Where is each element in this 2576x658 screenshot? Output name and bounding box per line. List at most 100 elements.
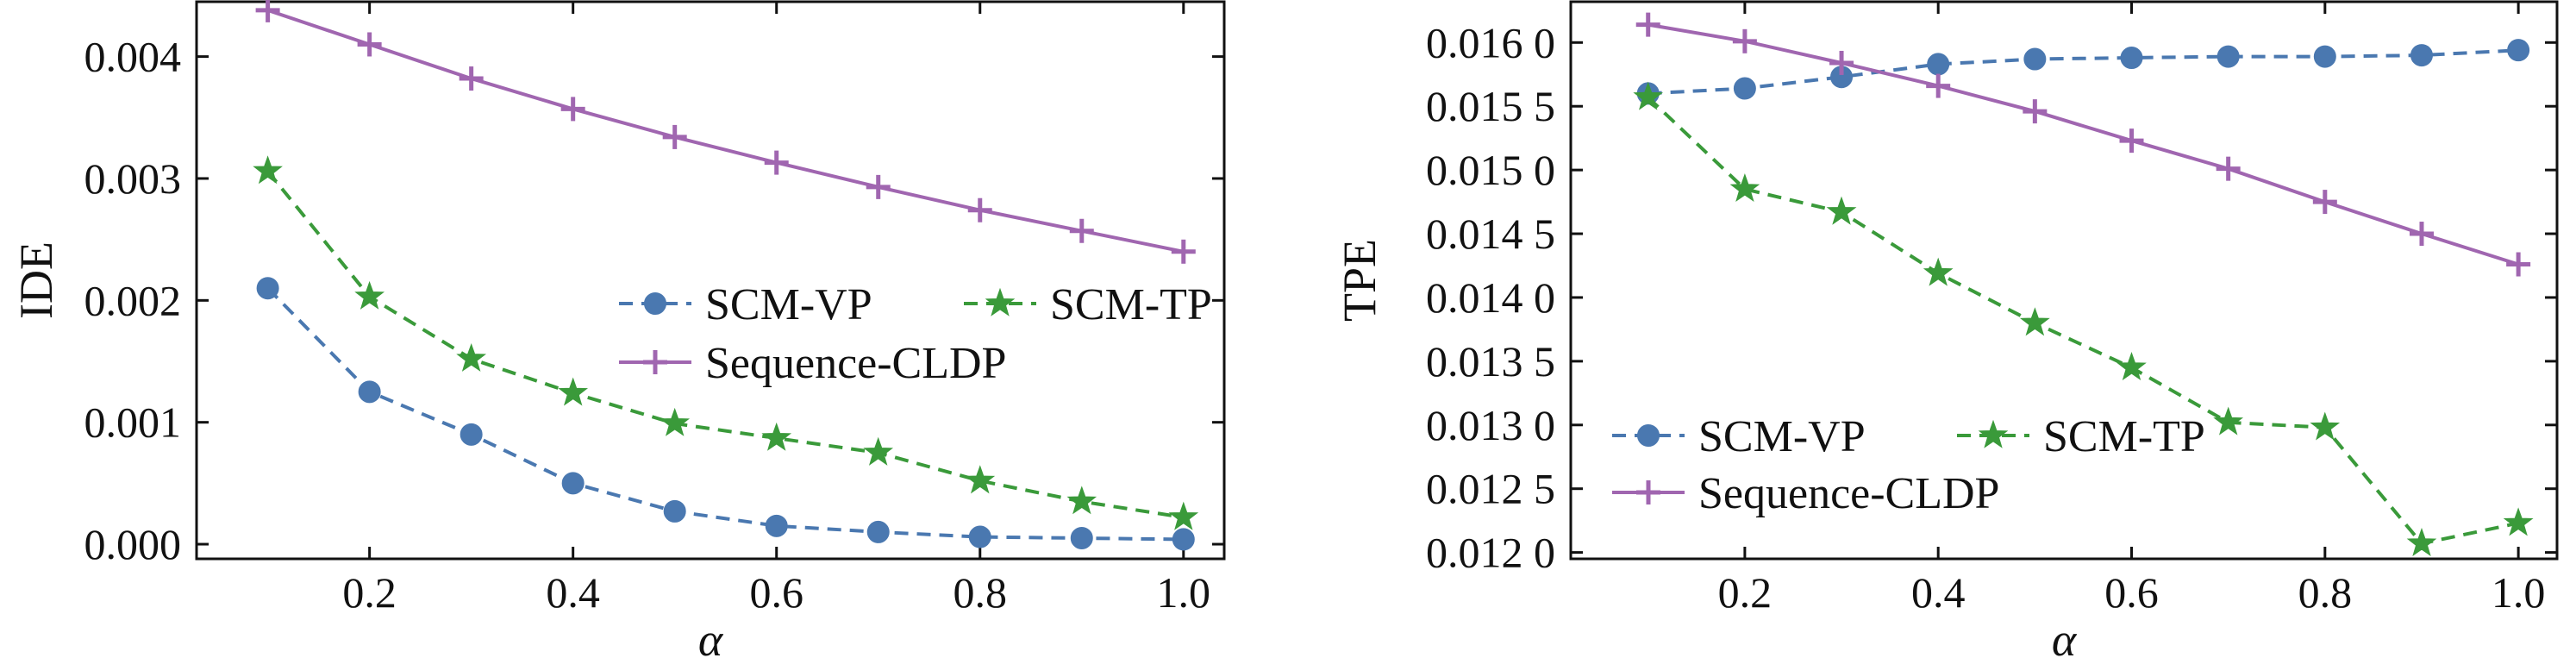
legend-marker bbox=[1978, 419, 2009, 448]
y-tick-label: 0.012 0 bbox=[1426, 529, 1555, 577]
data-point-scm-tp bbox=[2116, 352, 2147, 380]
data-point-scm-tp bbox=[863, 436, 894, 466]
y-tick-label: 0.004 bbox=[84, 33, 182, 81]
legend: SCM-VP SCM-TP Sequence-CLDP bbox=[619, 280, 1212, 388]
y-tick-label: 0.015 5 bbox=[1426, 82, 1555, 130]
data-point-sequence-cldp bbox=[2506, 252, 2531, 277]
data-point-scm-tp bbox=[761, 422, 792, 451]
data-point-sequence-cldp bbox=[560, 97, 585, 122]
data-point-sequence-cldp bbox=[967, 197, 992, 222]
data-point-scm-vp bbox=[1070, 526, 1093, 549]
data-point-sequence-cldp bbox=[2409, 222, 2434, 247]
data-point-scm-vp bbox=[968, 525, 991, 548]
data-point-scm-tp bbox=[660, 407, 691, 436]
data-point-scm-tp bbox=[1633, 81, 1664, 110]
legend-label: SCM-VP bbox=[1698, 412, 1866, 461]
legend: SCM-VP SCM-TP Sequence-CLDP bbox=[1612, 412, 2205, 518]
data-point-scm-tp bbox=[2019, 307, 2050, 336]
data-point-scm-vp bbox=[358, 380, 381, 404]
legend-label: SCM-VP bbox=[705, 280, 872, 329]
data-point-scm-vp bbox=[2216, 45, 2240, 68]
y-tick-label: 0.014 0 bbox=[1426, 273, 1555, 322]
y-axis-title: IDE bbox=[10, 241, 62, 319]
y-tick-label: 0.016 0 bbox=[1426, 18, 1555, 66]
data-point-scm-tp bbox=[1923, 257, 1954, 286]
data-point-scm-vp bbox=[2410, 44, 2433, 67]
y-tick-label: 0.001 bbox=[84, 398, 182, 447]
x-tick-label: 0.4 bbox=[1911, 568, 1966, 617]
y-tick-label: 0.000 bbox=[84, 520, 182, 568]
data-point-sequence-cldp bbox=[2023, 99, 2048, 124]
data-point-scm-vp bbox=[1927, 53, 1950, 76]
y-tick-label: 0.002 bbox=[84, 276, 182, 324]
data-point-sequence-cldp bbox=[1635, 12, 1660, 37]
legend-label: Sequence-CLDP bbox=[705, 339, 1006, 388]
legend-marker bbox=[643, 350, 667, 374]
series-line-scm-vp bbox=[266, 286, 1184, 542]
x-tick-label: 0.6 bbox=[749, 568, 803, 617]
data-point-scm-tp bbox=[1066, 486, 1097, 515]
y-tick-label: 0.014 5 bbox=[1426, 210, 1555, 258]
data-point-scm-tp bbox=[2503, 507, 2534, 536]
data-point-sequence-cldp bbox=[1069, 218, 1094, 243]
x-tick-label: 0.2 bbox=[1718, 568, 1773, 617]
y-tick-label: 0.013 5 bbox=[1426, 337, 1555, 385]
chart-ide: 0.2 0.4 0.6 0.8 1.0 0.000 0.001 0.002 0.003 0.004… bbox=[10, 0, 1226, 658]
legend-label: SCM-TP bbox=[2043, 412, 2205, 461]
x-tick-label: 0.8 bbox=[2298, 568, 2353, 617]
data-point-sequence-cldp bbox=[1829, 50, 1854, 75]
data-point-scm-vp bbox=[866, 520, 890, 543]
legend-marker bbox=[985, 287, 1016, 316]
data-point-scm-vp bbox=[1733, 77, 1756, 100]
data-point-sequence-cldp bbox=[255, 0, 280, 22]
data-point-scm-vp bbox=[2120, 47, 2143, 70]
data-point-scm-tp bbox=[2213, 406, 2244, 436]
data-point-scm-vp bbox=[561, 472, 585, 495]
data-point-sequence-cldp bbox=[2119, 128, 2144, 154]
plot-frame bbox=[1569, 0, 2559, 561]
x-tick-label: 1.0 bbox=[2492, 568, 2546, 617]
data-point-scm-tp bbox=[965, 465, 996, 494]
legend-label: SCM-TP bbox=[1050, 280, 1212, 329]
series-line-scm-tp bbox=[1647, 96, 2519, 546]
data-point-scm-tp bbox=[1826, 196, 1857, 225]
legend-marker bbox=[1637, 424, 1660, 447]
data-point-scm-tp bbox=[2310, 411, 2341, 441]
series-line-scm-vp bbox=[1648, 48, 2519, 96]
data-point-scm-vp bbox=[2023, 47, 2047, 71]
series-line-sequence-cldp bbox=[266, 9, 1185, 254]
data-point-scm-tp bbox=[1168, 501, 1199, 530]
data-point-sequence-cldp bbox=[1926, 73, 1951, 98]
data-point-scm-tp bbox=[253, 155, 283, 185]
x-tick-label: 0.4 bbox=[546, 568, 600, 617]
data-point-sequence-cldp bbox=[662, 124, 687, 149]
series-line-scm-tp bbox=[266, 170, 1185, 519]
data-point-scm-tp bbox=[354, 280, 385, 310]
data-point-scm-tp bbox=[456, 342, 487, 372]
y-tick-label: 0.003 bbox=[84, 154, 182, 203]
plot-frame bbox=[195, 0, 1226, 561]
data-point-sequence-cldp bbox=[459, 66, 484, 91]
data-point-scm-vp bbox=[1172, 528, 1195, 551]
data-point-sequence-cldp bbox=[764, 150, 789, 175]
data-point-scm-vp bbox=[460, 423, 483, 446]
series-line-sequence-cldp bbox=[1648, 22, 2519, 266]
x-tick-label: 0.6 bbox=[2104, 568, 2159, 617]
x-axis-title: α bbox=[2052, 614, 2078, 658]
data-point-sequence-cldp bbox=[2312, 190, 2337, 215]
data-point-sequence-cldp bbox=[866, 174, 891, 199]
data-point-sequence-cldp bbox=[2216, 156, 2241, 181]
data-point-scm-vp bbox=[2507, 39, 2530, 62]
x-tick-label: 0.2 bbox=[342, 568, 397, 617]
data-point-scm-tp bbox=[558, 377, 589, 406]
data-point-sequence-cldp bbox=[1171, 239, 1196, 264]
x-tick-label: 0.8 bbox=[953, 568, 1008, 617]
data-point-scm-vp bbox=[2313, 45, 2336, 68]
legend-marker bbox=[1636, 480, 1660, 504]
y-tick-label: 0.015 0 bbox=[1426, 146, 1555, 194]
data-point-scm-vp bbox=[765, 514, 788, 537]
chart-tpe: 0.2 0.4 0.6 0.8 1.0 0.012 0 0.012 5 0.013 0 0.01… bbox=[1334, 0, 2559, 658]
legend-label: Sequence-CLDP bbox=[1698, 469, 1999, 518]
